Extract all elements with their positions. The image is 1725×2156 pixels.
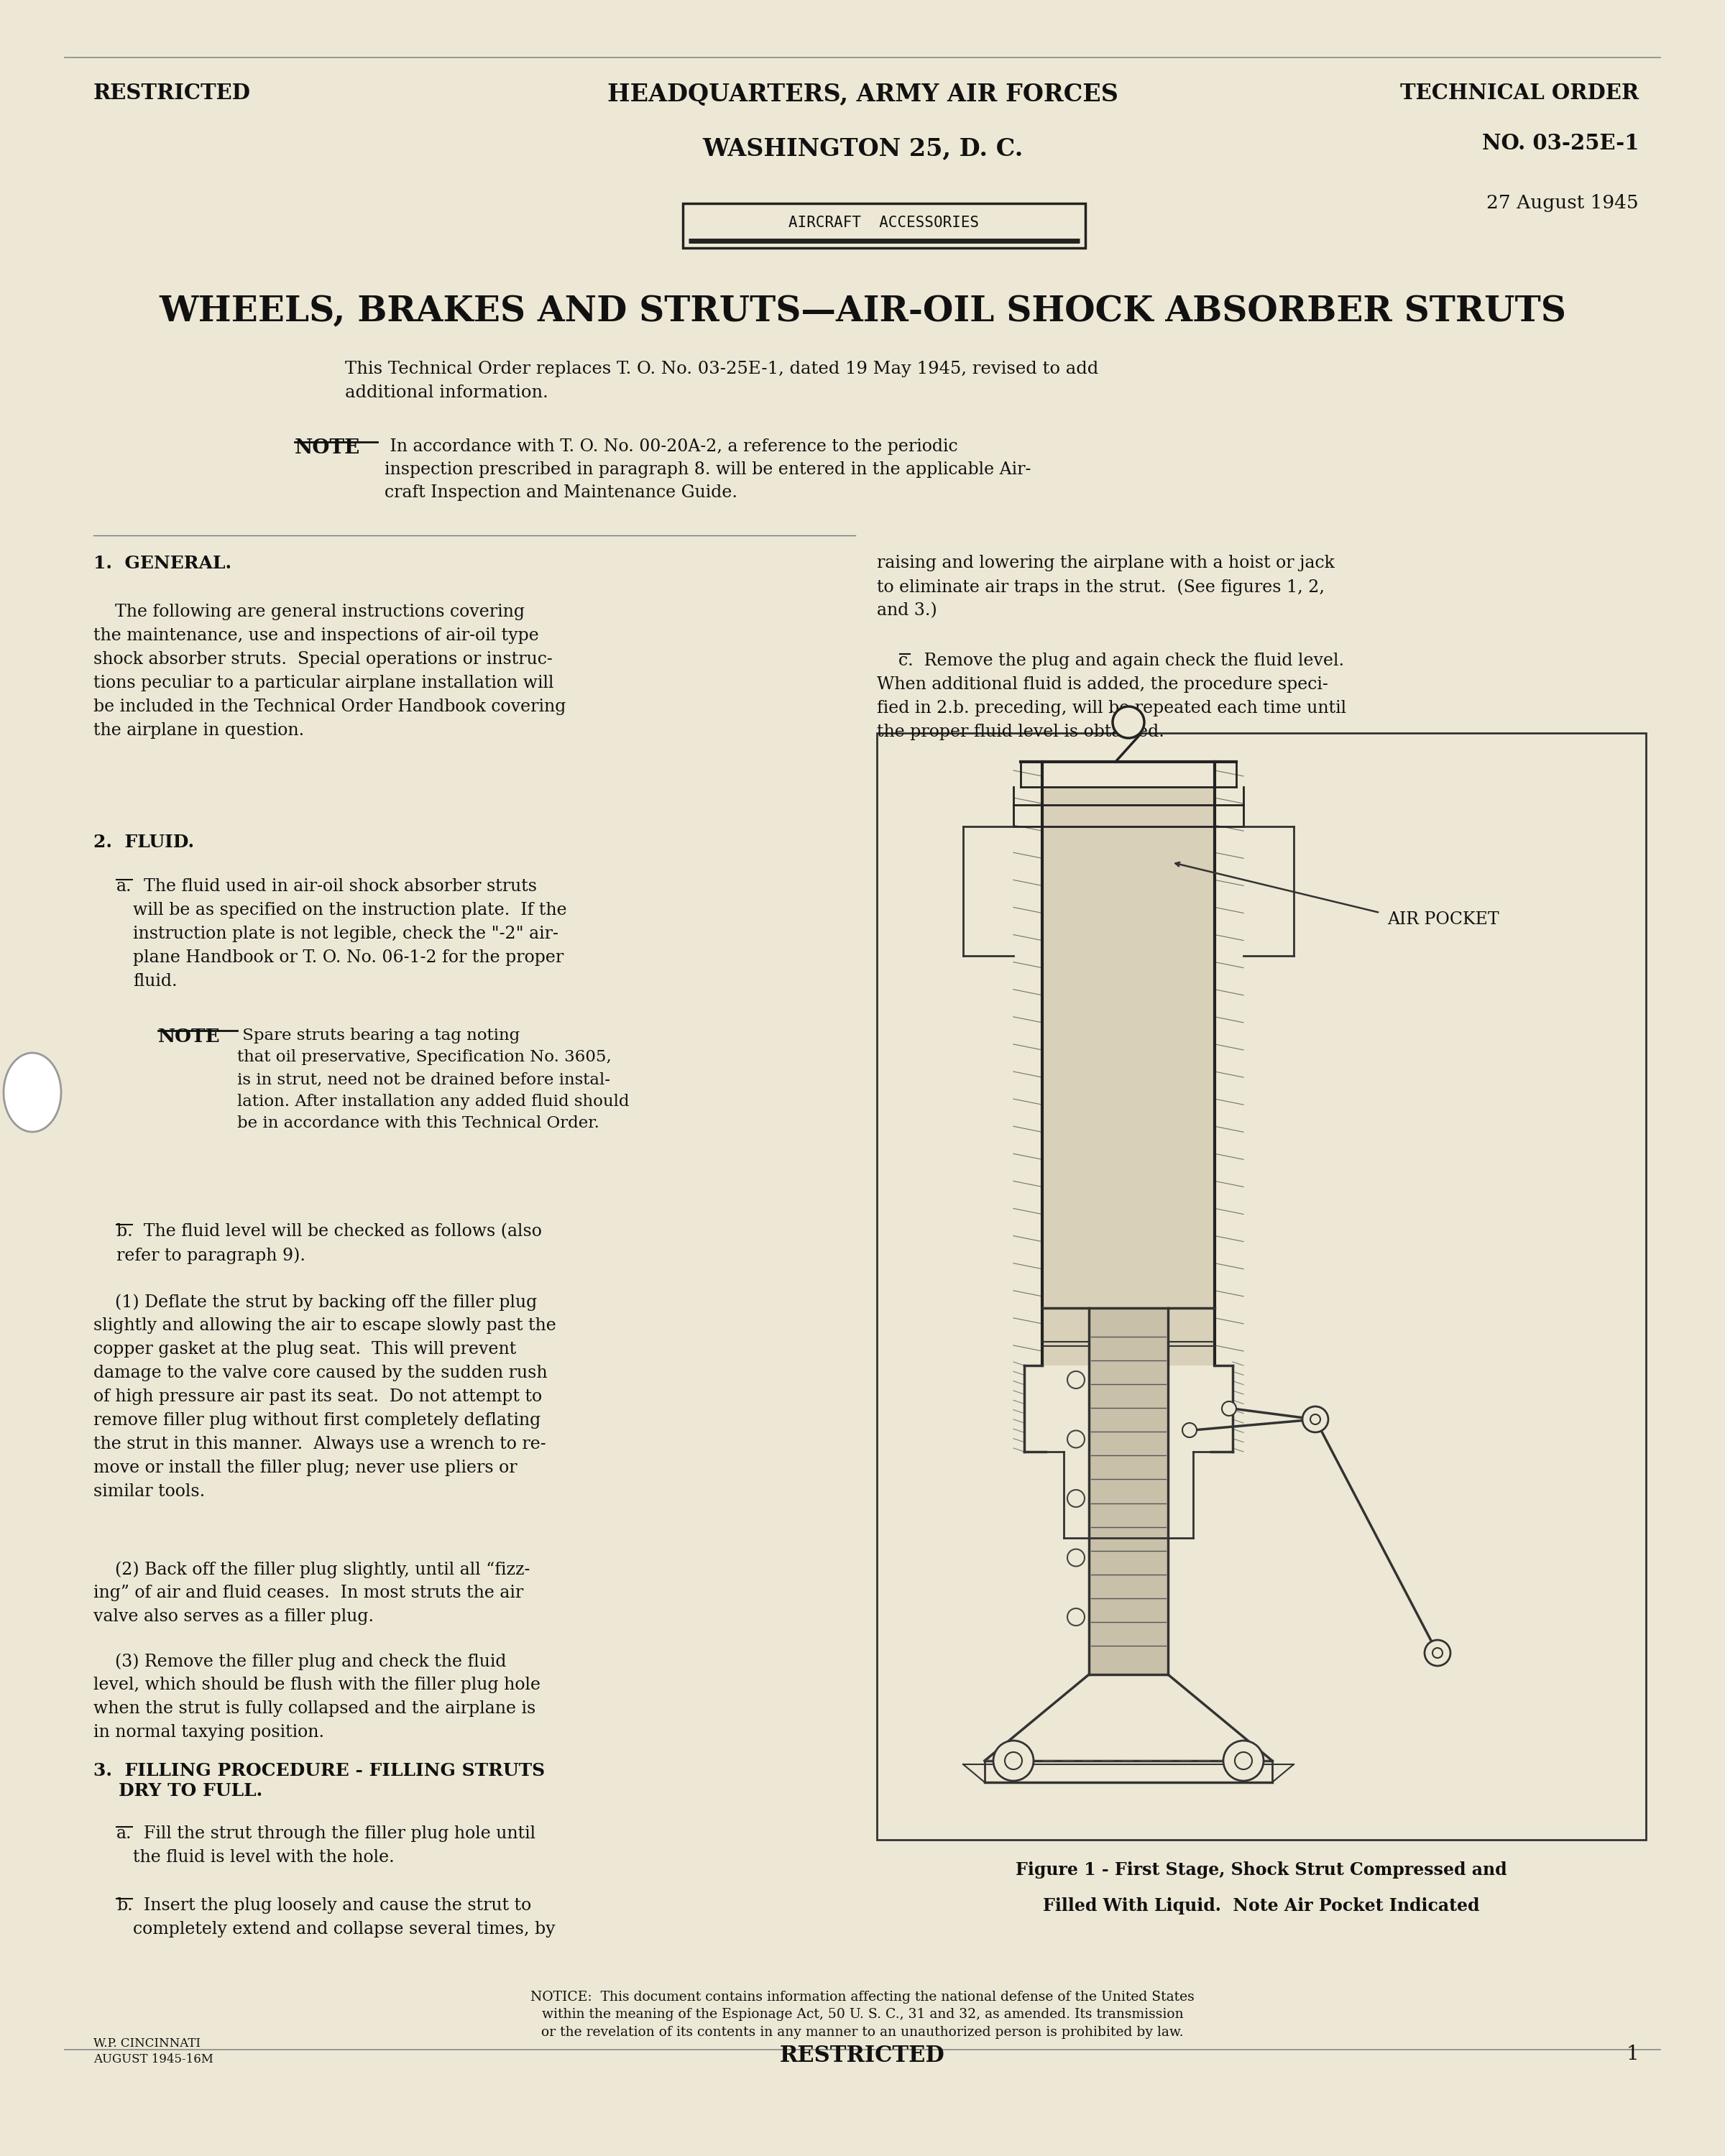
- Text: Fill the strut through the filler plug hole until
the fluid is level with the ho: Fill the strut through the filler plug h…: [133, 1826, 535, 1865]
- Bar: [876, 733, 1646, 1839]
- Text: a.: a.: [117, 877, 133, 895]
- Text: a.: a.: [117, 1826, 133, 1841]
- Text: b.: b.: [117, 1897, 133, 1915]
- Circle shape: [1004, 1753, 1021, 1770]
- Text: (2) Back off the filler plug slightly, until all “fizz-
ing” of air and fluid ce: (2) Back off the filler plug slightly, u…: [93, 1561, 530, 1626]
- Text: raising and lowering the airplane with a hoist or jack
to eliminate air traps in: raising and lowering the airplane with a…: [876, 554, 1335, 619]
- Text: (3) Remove the filler plug and check the fluid
level, which should be flush with: (3) Remove the filler plug and check the…: [93, 1654, 540, 1740]
- Circle shape: [1113, 707, 1144, 737]
- Text: (1) Deflate the strut by backing off the filler plug
slightly and allowing the a: (1) Deflate the strut by backing off the…: [93, 1294, 555, 1501]
- Text: AIRCRAFT  ACCESSORIES: AIRCRAFT ACCESSORIES: [788, 216, 980, 231]
- Circle shape: [1068, 1432, 1085, 1449]
- Text: TECHNICAL ORDER: TECHNICAL ORDER: [1401, 82, 1639, 103]
- Text: In accordance with T. O. No. 00-20A-2, a reference to the periodic
inspection pr: In accordance with T. O. No. 00-20A-2, a…: [385, 438, 1032, 500]
- Circle shape: [1432, 1647, 1442, 1658]
- Text: This Technical Order replaces T. O. No. 03-25E-1, dated 19 May 1945, revised to : This Technical Order replaces T. O. No. …: [345, 360, 1099, 401]
- Text: c.  Remove the plug and again check the fluid level.
When additional fluid is ad: c. Remove the plug and again check the f…: [876, 653, 1346, 740]
- Text: 2.  FLUID.: 2. FLUID.: [93, 834, 195, 852]
- Bar: [1088, 1309, 1168, 1675]
- Circle shape: [1221, 1401, 1237, 1416]
- Circle shape: [1068, 1608, 1085, 1626]
- Text: NOTE: NOTE: [295, 438, 361, 457]
- Circle shape: [1302, 1406, 1328, 1432]
- Circle shape: [1311, 1414, 1320, 1425]
- Text: 27 August 1945: 27 August 1945: [1487, 194, 1639, 211]
- Text: Filled With Liquid.  Note Air Pocket Indicated: Filled With Liquid. Note Air Pocket Indi…: [1044, 1897, 1480, 1915]
- Text: Insert the plug loosely and cause the strut to
completely extend and collapse se: Insert the plug loosely and cause the st…: [133, 1897, 555, 1938]
- Circle shape: [1068, 1548, 1085, 1565]
- Bar: [1044, 787, 1213, 1365]
- Circle shape: [994, 1740, 1033, 1781]
- Circle shape: [1223, 1740, 1263, 1781]
- Text: WASHINGTON 25, D. C.: WASHINGTON 25, D. C.: [702, 136, 1023, 160]
- Text: NOTE: NOTE: [159, 1028, 221, 1046]
- Ellipse shape: [3, 1052, 60, 1132]
- Text: b.  The fluid level will be checked as follows (also
refer to paragraph 9).: b. The fluid level will be checked as fo…: [117, 1222, 542, 1263]
- Text: HEADQUARTERS, ARMY AIR FORCES: HEADQUARTERS, ARMY AIR FORCES: [607, 82, 1118, 106]
- Text: AIR POCKET: AIR POCKET: [1387, 912, 1499, 927]
- Text: The fluid used in air-oil shock absorber struts
will be as specified on the inst: The fluid used in air-oil shock absorber…: [133, 877, 568, 990]
- Circle shape: [1235, 1753, 1252, 1770]
- Text: Figure 1 - First Stage, Shock Strut Compressed and: Figure 1 - First Stage, Shock Strut Comp…: [1016, 1861, 1508, 1878]
- Circle shape: [1068, 1371, 1085, 1388]
- Text: RESTRICTED: RESTRICTED: [93, 82, 250, 103]
- Text: The following are general instructions covering
the maintenance, use and inspect: The following are general instructions c…: [93, 604, 566, 737]
- Text: NOTICE:  This document contains information affecting the national defense of th: NOTICE: This document contains informati…: [531, 1990, 1194, 2040]
- Bar: [683, 203, 1085, 248]
- Circle shape: [1068, 1490, 1085, 1507]
- Text: Spare struts bearing a tag noting
that oil preservative, Specification No. 3605,: Spare struts bearing a tag noting that o…: [238, 1028, 630, 1132]
- Circle shape: [1182, 1423, 1197, 1438]
- Circle shape: [1425, 1641, 1451, 1667]
- Text: NO. 03-25E-1: NO. 03-25E-1: [1482, 134, 1639, 153]
- Text: 3.  FILLING PROCEDURE - FILLING STRUTS
    DRY TO FULL.: 3. FILLING PROCEDURE - FILLING STRUTS DR…: [93, 1761, 545, 1800]
- Text: 1.  GENERAL.: 1. GENERAL.: [93, 554, 231, 571]
- Text: WHEELS, BRAKES AND STRUTS—AIR-OIL SHOCK ABSORBER STRUTS: WHEELS, BRAKES AND STRUTS—AIR-OIL SHOCK …: [159, 295, 1566, 328]
- Text: W.P. CINCINNATI
AUGUST 1945-16M: W.P. CINCINNATI AUGUST 1945-16M: [93, 2037, 214, 2065]
- Text: 1: 1: [1627, 2044, 1639, 2063]
- Text: RESTRICTED: RESTRICTED: [780, 2044, 945, 2068]
